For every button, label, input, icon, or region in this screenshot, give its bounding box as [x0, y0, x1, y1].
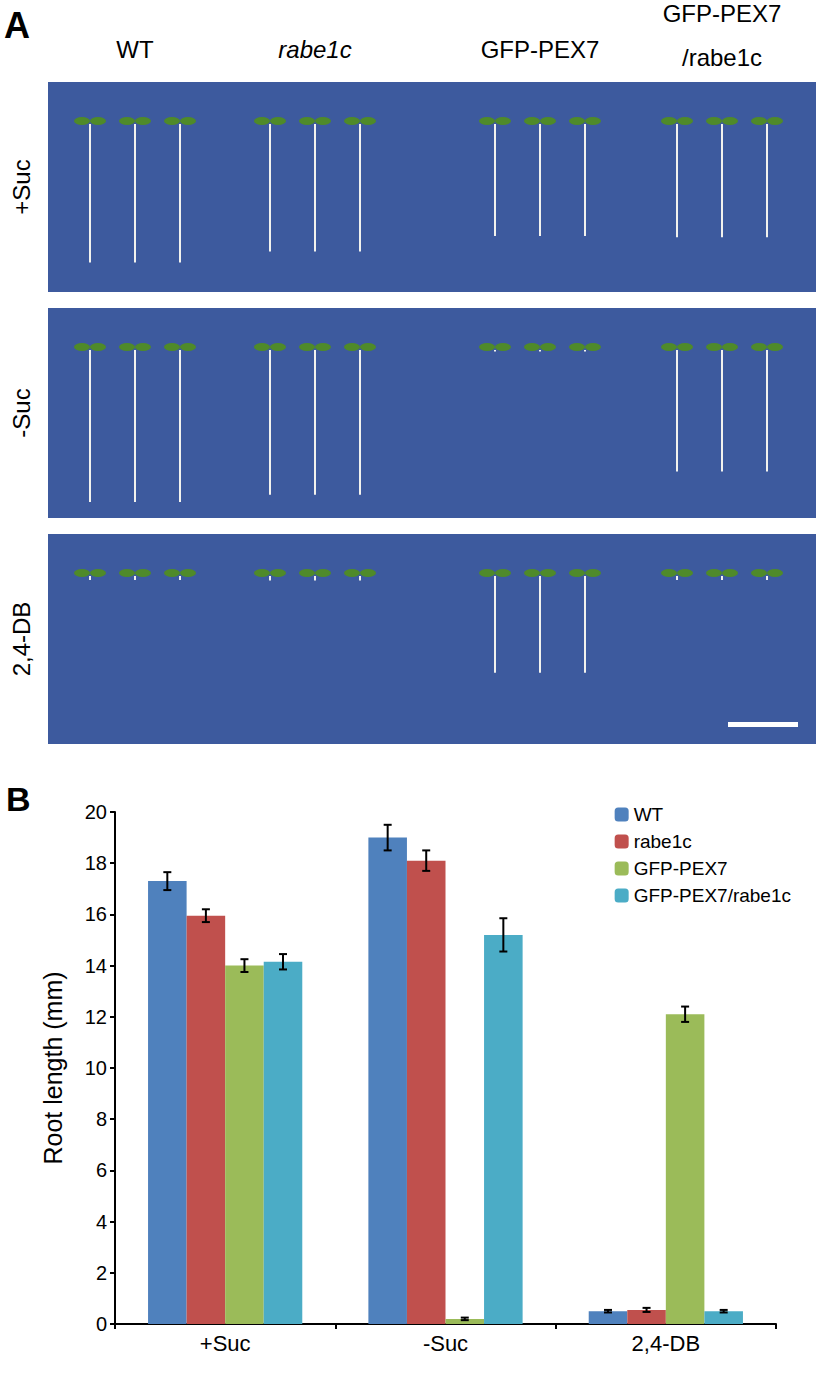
svg-text:2,4-DB: 2,4-DB	[8, 602, 35, 677]
svg-text:14: 14	[85, 955, 107, 977]
svg-text:2: 2	[96, 1262, 107, 1284]
svg-text:WT: WT	[116, 36, 154, 63]
svg-text:+Suc: +Suc	[200, 1331, 251, 1356]
svg-text:6: 6	[96, 1159, 107, 1181]
svg-text:18: 18	[85, 852, 107, 874]
svg-text:8: 8	[96, 1108, 107, 1130]
svg-text:rabe1c: rabe1c	[634, 831, 692, 852]
svg-text:20: 20	[85, 801, 107, 823]
svg-text:Root length (mm): Root length (mm)	[39, 971, 67, 1164]
svg-text:0: 0	[96, 1313, 107, 1335]
html-text:B: B	[6, 780, 31, 818]
svg-text:GFP-PEX7: GFP-PEX7	[481, 36, 600, 63]
svg-text:GFP-PEX7: GFP-PEX7	[663, 0, 782, 27]
svg-text:WT: WT	[634, 804, 664, 825]
svg-text:/rabe1c: /rabe1c	[682, 44, 762, 71]
svg-text:rabe1c: rabe1c	[278, 36, 351, 63]
svg-text:-Suc: -Suc	[8, 388, 35, 437]
svg-text:A: A	[4, 5, 30, 46]
svg-text:GFP-PEX7/rabe1c: GFP-PEX7/rabe1c	[634, 885, 791, 906]
svg-text:2,4-DB: 2,4-DB	[632, 1331, 700, 1356]
svg-text:4: 4	[96, 1211, 107, 1233]
svg-text:-Suc: -Suc	[423, 1331, 468, 1356]
svg-text:+Suc: +Suc	[8, 159, 35, 214]
svg-text:10: 10	[85, 1057, 107, 1079]
svg-text:12: 12	[85, 1006, 107, 1028]
svg-text:16: 16	[85, 903, 107, 925]
svg-text:GFP-PEX7: GFP-PEX7	[634, 858, 728, 879]
